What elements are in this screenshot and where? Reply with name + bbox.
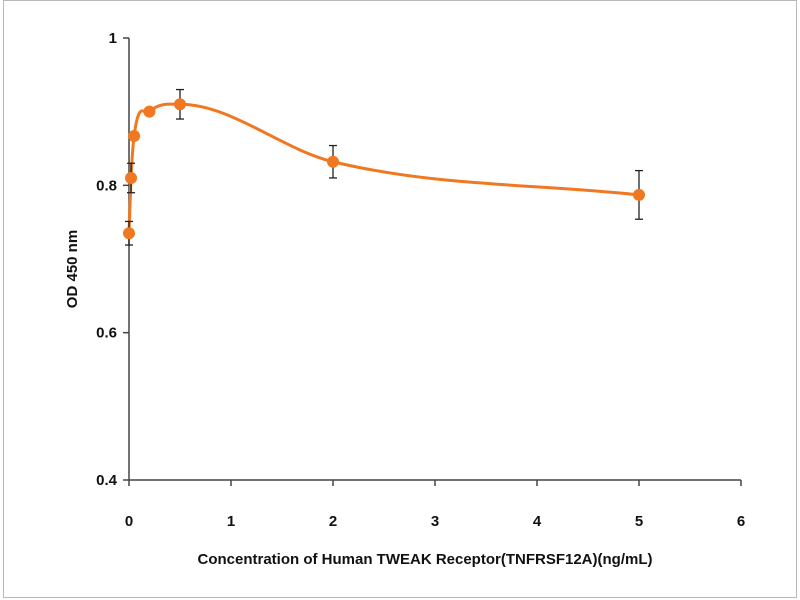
x-tick-label: 5 [635, 513, 643, 530]
data-point [143, 105, 156, 118]
chart-svg: 0.4 0.6 0.8 1 0 1 2 3 4 5 6 Concentration of Human… [64, 30, 745, 568]
y-tick-label: 0.4 [96, 472, 118, 489]
x-tick-label: 2 [329, 513, 337, 530]
y-axis-title: OD 450 nm [64, 230, 81, 308]
y-tick-label: 1 [109, 30, 117, 47]
data-points [123, 98, 645, 240]
y-tick-label: 0.6 [96, 325, 117, 342]
series-line [127, 102, 640, 234]
x-tick-label: 6 [737, 513, 745, 530]
x-tick-label: 1 [227, 513, 235, 530]
data-point [128, 129, 141, 142]
y-tick-label: 0.8 [96, 177, 117, 194]
tick-labels: 0.4 0.6 0.8 1 0 1 2 3 4 5 6 [96, 30, 745, 530]
x-axis-title: Concentration of Human TWEAK Receptor(TN… [198, 551, 653, 568]
data-point [327, 155, 339, 168]
x-tick-label: 0 [125, 513, 133, 530]
data-point [125, 171, 138, 184]
data-point [633, 188, 645, 201]
x-tick-label: 4 [533, 513, 542, 530]
axes [123, 37, 742, 486]
x-tick-label: 3 [431, 513, 439, 530]
chart-frame: 0.4 0.6 0.8 1 0 1 2 3 4 5 6 Concentration of Human… [3, 0, 797, 598]
data-point [174, 98, 186, 111]
error-bars [125, 88, 643, 246]
series-curve [127, 102, 640, 234]
data-point [123, 227, 135, 240]
